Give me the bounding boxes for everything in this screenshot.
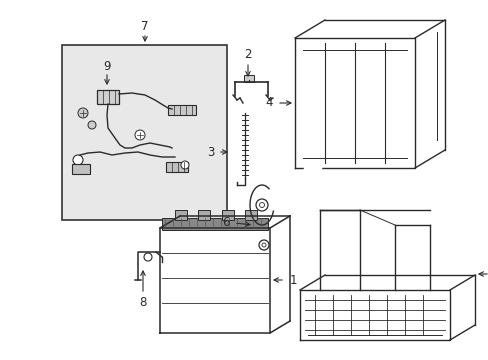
Bar	[244, 210, 257, 220]
Circle shape	[256, 199, 267, 211]
Bar	[162, 218, 267, 230]
Bar	[175, 210, 186, 220]
Circle shape	[78, 108, 88, 118]
Text: 1: 1	[289, 274, 296, 287]
Bar	[222, 210, 234, 220]
Circle shape	[143, 253, 152, 261]
Text: 9: 9	[103, 59, 110, 72]
Bar	[97, 90, 119, 104]
Text: 4: 4	[264, 96, 272, 109]
Text: 7: 7	[141, 21, 148, 33]
Text: 6: 6	[222, 216, 229, 229]
Circle shape	[135, 130, 145, 140]
Bar	[72, 164, 90, 174]
Bar	[62, 45, 226, 220]
Bar	[165, 162, 187, 172]
Circle shape	[259, 202, 264, 207]
Circle shape	[88, 121, 96, 129]
Text: 2: 2	[244, 49, 251, 62]
Circle shape	[259, 240, 268, 250]
Circle shape	[262, 243, 265, 247]
Text: 8: 8	[139, 296, 146, 309]
Text: 3: 3	[207, 145, 214, 158]
Bar	[244, 75, 253, 82]
Circle shape	[181, 161, 189, 169]
Bar	[168, 105, 196, 115]
Circle shape	[73, 155, 83, 165]
Bar	[198, 210, 209, 220]
